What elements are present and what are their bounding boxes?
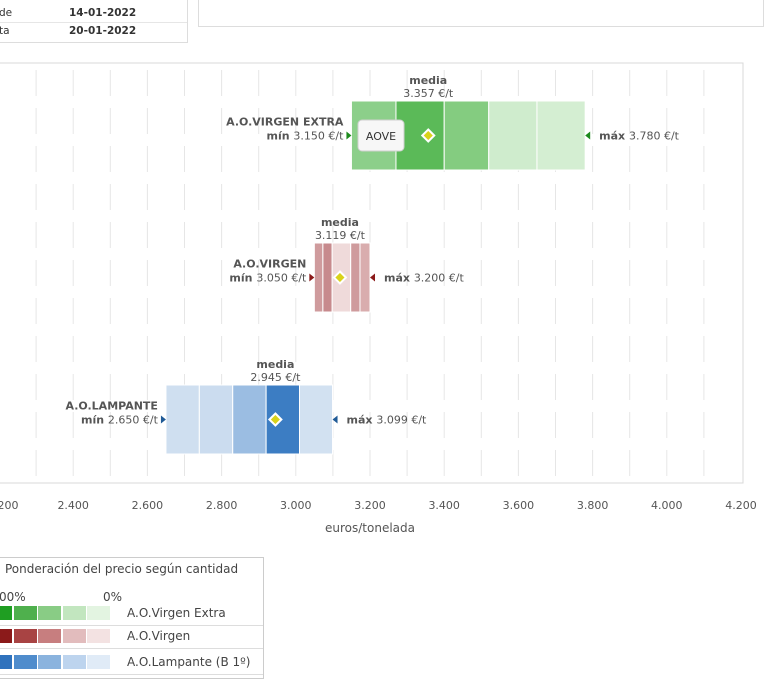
max-marker — [332, 415, 338, 424]
legend-label: A.O.Lampante (B 1º) — [127, 655, 251, 669]
legend-swatch — [62, 629, 86, 643]
bar-segment — [350, 242, 361, 313]
series-name: A.O.VIRGEN EXTRA — [226, 116, 344, 129]
mean-label: media — [256, 358, 294, 371]
bar-segment — [299, 384, 334, 455]
legend-swatch — [13, 655, 37, 669]
x-tick-label: 4.200 — [725, 499, 757, 512]
bar-segment — [443, 100, 490, 171]
date-to-row: ta 20-01-2022 — [0, 22, 187, 40]
mean-value: 2.945 €/t — [250, 371, 301, 384]
min-marker — [346, 131, 352, 140]
date-to-label: ta — [0, 25, 10, 37]
legend-title: Ponderación del precio según cantidad — [5, 562, 239, 576]
x-tick-label: 2.600 — [132, 499, 164, 512]
legend-swatch — [13, 629, 37, 643]
bar-segment — [232, 384, 267, 455]
mean-label: media — [321, 216, 359, 229]
legend-label: A.O.Virgen — [127, 629, 191, 643]
max-marker — [370, 273, 375, 282]
x-tick-label: 3.000 — [280, 499, 312, 512]
legend-swatch — [0, 655, 12, 669]
legend-separator — [0, 625, 263, 626]
x-tick-label: 3.800 — [577, 499, 609, 512]
bar-segment — [165, 384, 200, 455]
tooltip-box — [357, 119, 405, 152]
legend-swatch — [87, 606, 110, 620]
x-tick-label: 3.200 — [354, 499, 386, 512]
max-marker — [585, 131, 591, 140]
legend-swatch — [38, 629, 61, 643]
bar-segment — [313, 242, 324, 313]
legend-label: A.O.Virgen Extra — [127, 606, 226, 620]
mean-value: 3.119 €/t — [315, 229, 366, 242]
mean-marker — [267, 412, 283, 427]
legend-swatch — [13, 606, 37, 620]
legend-swatch — [38, 606, 61, 620]
date-from-row: de 14-01-2022 — [0, 4, 187, 23]
mean-marker — [332, 270, 348, 285]
legend-separator — [0, 648, 263, 649]
date-from-label: de — [0, 7, 13, 19]
min-label: mín 3.050 €/t — [229, 272, 307, 285]
min-label: mín 2.650 €/t — [81, 414, 159, 427]
x-tick-label: 2.800 — [206, 499, 238, 512]
legend-pct-high: 00% — [0, 590, 26, 604]
date-from-value: 14-01-2022 — [69, 7, 137, 19]
legend-swatch — [38, 655, 61, 669]
bar-segment — [359, 242, 371, 313]
bar-segment — [488, 100, 538, 171]
x-tick-label: 3.400 — [428, 499, 460, 512]
series-name: A.O.VIRGEN — [233, 258, 306, 271]
bar-segment — [322, 242, 333, 313]
bar-segment — [198, 384, 234, 455]
min-label: mín 3.150 €/t — [267, 130, 345, 143]
legend-swatch — [62, 606, 86, 620]
x-axis-label: euros/tonelada — [325, 521, 415, 535]
price-range-chart: 200 2.400 2.600 2.800 3.000 3.200 3.400 3.600 3.… — [0, 62, 757, 535]
max-label: máx 3.780 €/t — [599, 130, 680, 143]
legend-row: A.O.Virgen — [0, 629, 263, 649]
legend-swatch — [0, 629, 12, 643]
legend-pct-low: 0% — [103, 590, 123, 604]
mean-marker — [420, 128, 436, 143]
legend-swatch — [0, 606, 12, 620]
weighting-legend: Ponderación del precio según cantidad 00… — [0, 557, 264, 679]
tooltip-text: AOVE — [366, 130, 396, 143]
top-panel — [198, 0, 764, 27]
x-tick-label: 200 — [0, 499, 19, 512]
x-tick-label: 2.400 — [57, 499, 89, 512]
mean-value: 3.357 €/t — [403, 87, 454, 100]
max-label: máx 3.099 €/t — [347, 414, 428, 427]
legend-separator — [0, 674, 263, 675]
series-name: A.O.LAMPANTE — [65, 400, 157, 413]
legend-swatch — [87, 655, 110, 669]
date-range-panel: de 14-01-2022 ta 20-01-2022 — [0, 0, 188, 43]
mean-label: media — [409, 74, 447, 87]
min-marker — [160, 415, 166, 424]
legend-swatch — [87, 629, 110, 643]
legend-swatch — [62, 655, 86, 669]
date-to-value: 20-01-2022 — [69, 25, 137, 37]
bar-segment — [536, 100, 586, 171]
x-tick-label: 4.000 — [651, 499, 683, 512]
max-label: máx 3.200 €/t — [384, 272, 465, 285]
x-tick-label: 3.600 — [503, 499, 535, 512]
min-marker — [309, 273, 315, 282]
legend-row: A.O.Virgen Extra — [0, 606, 263, 626]
legend-row: A.O.Lampante (B 1º) — [0, 655, 263, 675]
